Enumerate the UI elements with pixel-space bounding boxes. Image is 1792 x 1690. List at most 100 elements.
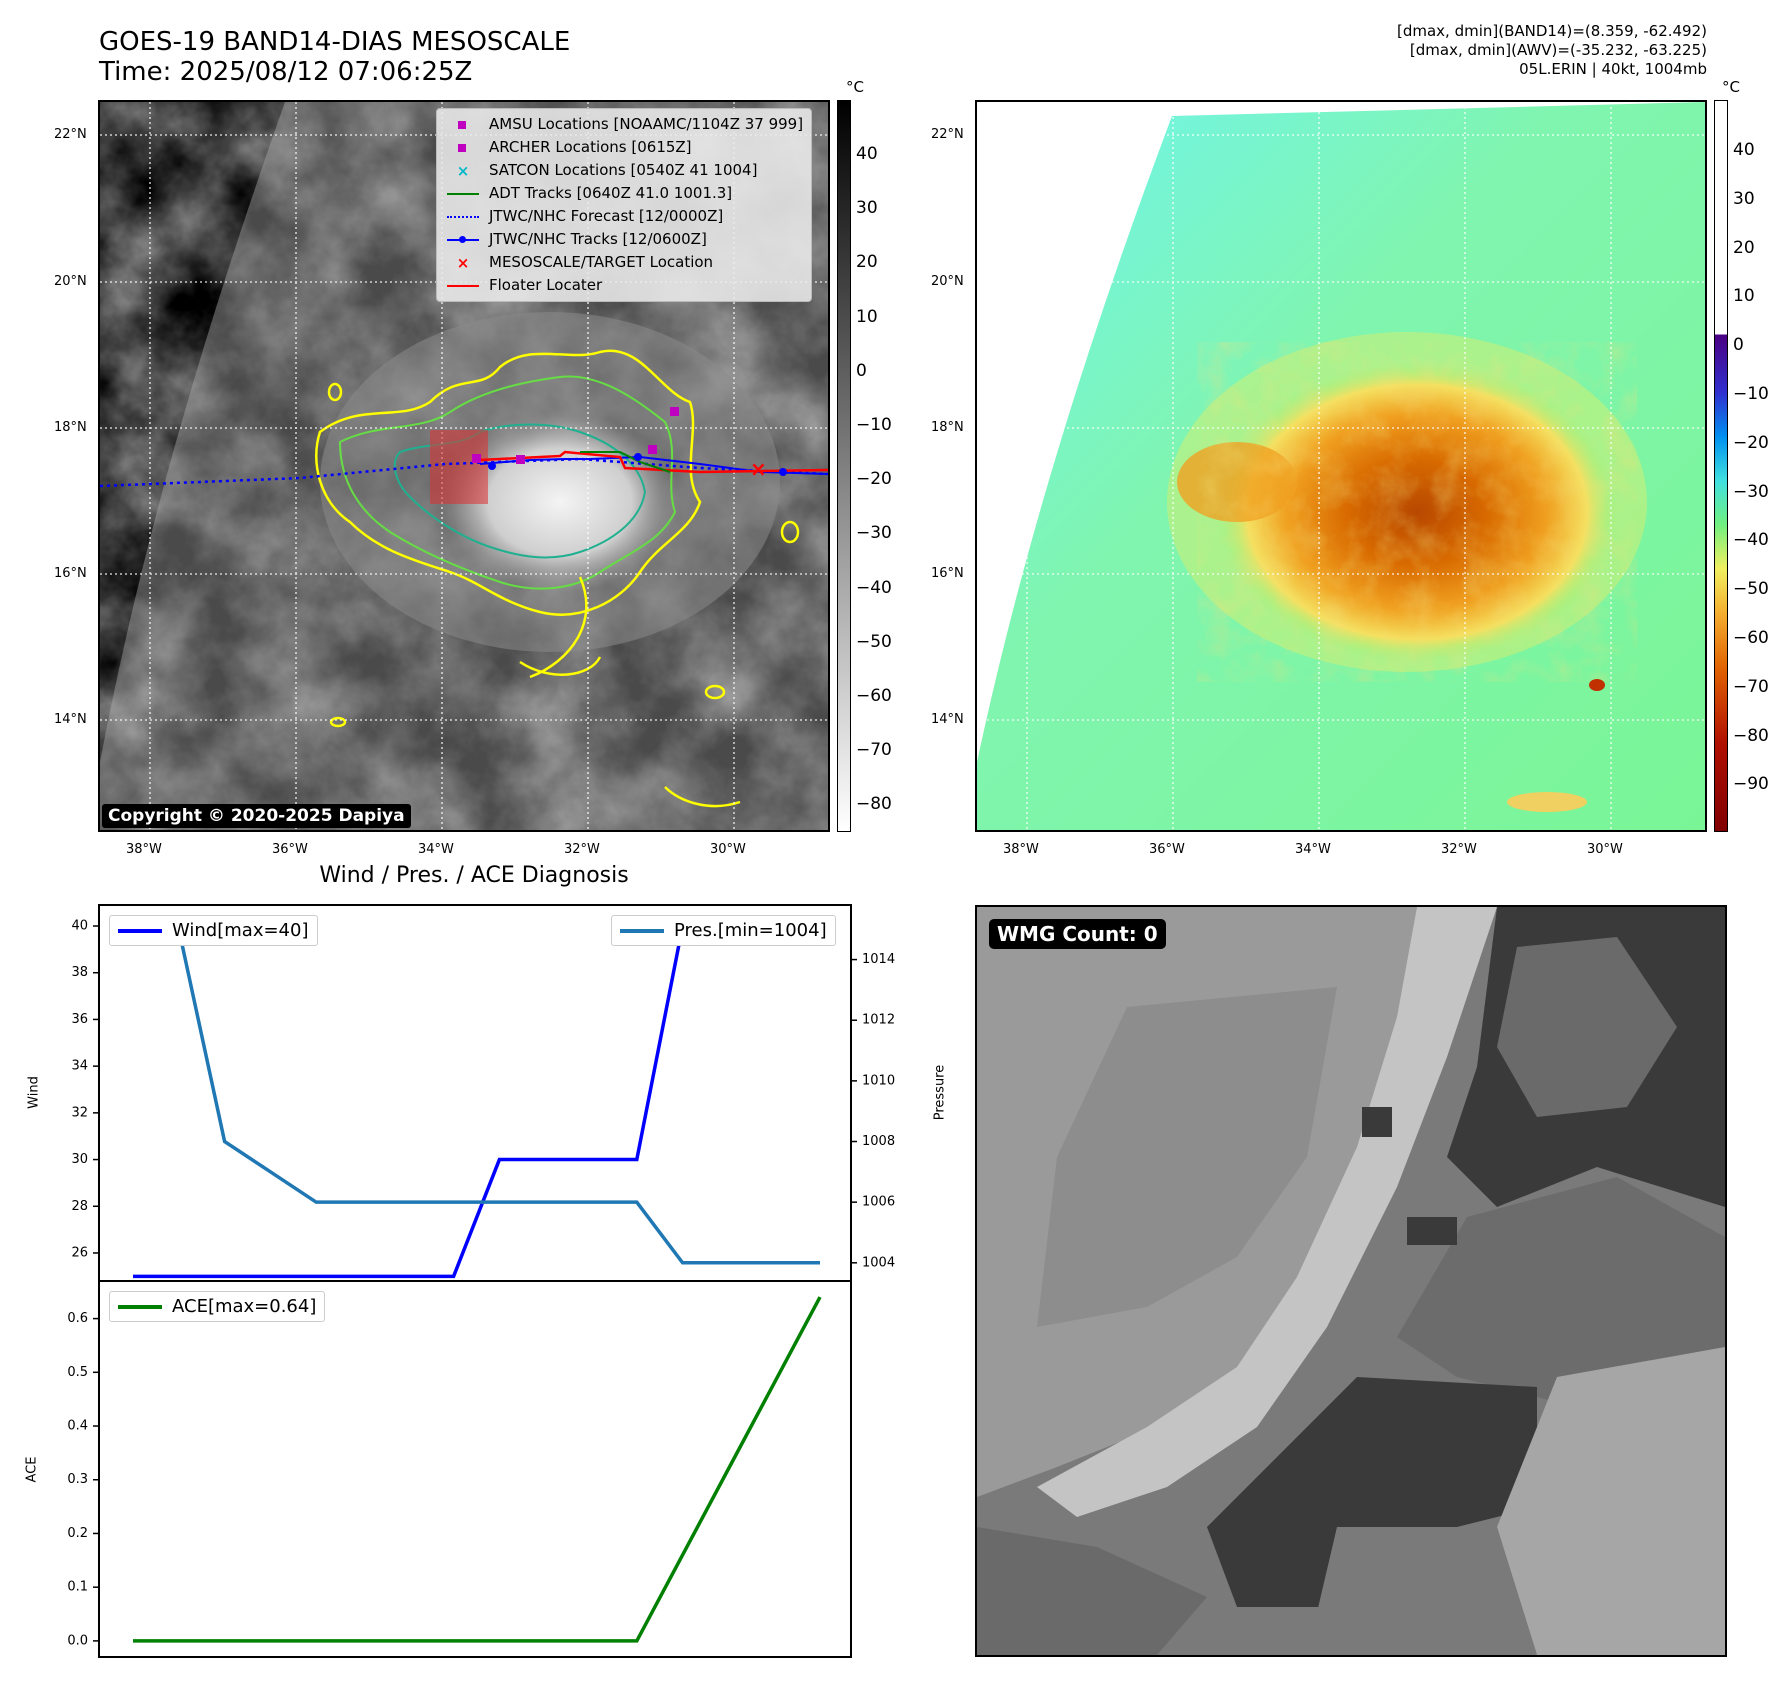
wv-map-image	[977, 102, 1705, 830]
pres-ytick-label: 1014	[862, 952, 895, 967]
pres-ytick-label: 1008	[862, 1134, 895, 1149]
wv-cb-tick: −80	[1733, 725, 1769, 746]
wind-ytick-label: 38	[71, 965, 88, 980]
lat-label: 16°N	[931, 566, 964, 581]
wmg-image	[977, 907, 1725, 1655]
ace-ytick-label: 0.0	[67, 1633, 88, 1648]
legend-adt: ADT Tracks [0640Z 41.0 1001.3]	[445, 182, 803, 205]
ir-cb-tick: 20	[856, 252, 878, 273]
wv-colorbar-unit: °C	[1722, 78, 1740, 96]
ir-cb-tick: 0	[856, 360, 867, 381]
lon-label: 36°W	[272, 842, 308, 857]
pres-ytick-label: 1012	[862, 1013, 895, 1028]
wv-cb-tick: −90	[1733, 774, 1769, 795]
lon-label: 32°W	[1441, 842, 1477, 857]
ir-cb-tick: −80	[856, 794, 892, 815]
wmg-count-badge: WMG Count: 0	[989, 919, 1166, 949]
wv-map-panel	[975, 100, 1707, 832]
info-awv: [dmax, dmin](AWV)=(-35.232, -63.225)	[1409, 41, 1707, 59]
ir-cb-tick: 10	[856, 306, 878, 327]
ir-colorbar-unit: °C	[846, 78, 864, 96]
pres-ylabel: Pressure	[932, 1064, 948, 1121]
lon-label: 30°W	[710, 842, 746, 857]
lon-label: 34°W	[418, 842, 454, 857]
ace-ytick-label: 0.1	[67, 1580, 88, 1595]
ace-axes	[98, 1280, 852, 1658]
ir-cb-tick: −30	[856, 523, 892, 544]
ace-series-line	[133, 1296, 822, 1643]
ir-map-panel: × AMSU Locations [NOAAMC/1104Z 37 999] A…	[98, 100, 830, 832]
copyright-badge: Copyright © 2020-2025 Dapiya	[102, 804, 411, 828]
ir-cb-tick: −70	[856, 740, 892, 761]
wmg-panel: WMG Count: 0	[975, 905, 1727, 1657]
lat-label: 14°N	[931, 712, 964, 727]
wv-cb-tick: 20	[1733, 237, 1755, 258]
wv-cb-tick: 30	[1733, 188, 1755, 209]
ir-cb-tick: −20	[856, 469, 892, 490]
ace-legend: ACE[max=0.64]	[109, 1291, 326, 1322]
wv-cb-tick: −60	[1733, 628, 1769, 648]
lat-label: 22°N	[931, 127, 964, 142]
wv-cb-tick: −30	[1733, 481, 1769, 502]
wind-ylabel: Wind	[26, 1076, 42, 1109]
wind-legend: Wind[max=40]	[109, 915, 318, 946]
wv-cb-tick: 10	[1733, 286, 1755, 307]
wv-cb-tick: 0	[1733, 335, 1744, 356]
legend-forecast: JTWC/NHC Forecast [12/0000Z]	[445, 205, 803, 228]
ace-ytick-label: 0.5	[67, 1365, 88, 1380]
ir-colorbar	[837, 100, 851, 832]
wv-colorbar	[1714, 100, 1728, 832]
ir-legend: AMSU Locations [NOAAMC/1104Z 37 999] ARC…	[436, 108, 813, 302]
lat-label: 18°N	[931, 420, 964, 435]
ir-cb-tick: −50	[856, 631, 892, 652]
diag-title: Wind / Pres. / ACE Diagnosis	[319, 863, 629, 888]
ace-ytick-label: 0.4	[67, 1419, 88, 1434]
ir-cb-tick: 30	[856, 198, 878, 219]
lon-label: 34°W	[1295, 842, 1331, 857]
lon-label: 32°W	[564, 842, 600, 857]
wv-cb-tick: −70	[1733, 676, 1769, 697]
lat-label: 20°N	[54, 274, 87, 289]
lon-label: 38°W	[1003, 842, 1039, 857]
figure-time: Time: 2025/08/12 07:06:25Z	[99, 57, 473, 87]
info-band14: [dmax, dmin](BAND14)=(8.359, -62.492)	[1396, 22, 1707, 40]
ace-ylabel: ACE	[24, 1456, 40, 1483]
wind-ytick-label: 30	[71, 1152, 88, 1167]
legend-floater: Floater Locater	[445, 274, 803, 297]
svg-text:×: ×	[750, 457, 767, 481]
wind-ytick-label: 40	[71, 919, 88, 934]
ace-ytick-label: 0.2	[67, 1526, 88, 1541]
diag-chart: 26 28 30 32 34 36 38 40 1004 1006 1008 1010 1012 1014…	[67, 904, 895, 1658]
wind-ytick-label: 26	[71, 1245, 88, 1260]
wind-ytick-label: 36	[71, 1012, 88, 1027]
info-storm: 05L.ERIN | 40kt, 1004mb	[1519, 60, 1707, 78]
ir-cb-tick: 40	[856, 144, 878, 164]
wind-ytick-label: 32	[71, 1105, 88, 1120]
legend-target: × MESOSCALE/TARGET Location	[456, 253, 714, 272]
figure-title: GOES-19 BAND14-DIAS MESOSCALE	[99, 27, 571, 57]
wind-ytick-label: 28	[71, 1199, 88, 1214]
info-block: [dmax, dmin](BAND14)=(8.359, -62.492) [d…	[1397, 22, 1707, 79]
lat-label: 16°N	[54, 566, 87, 581]
pres-legend: Pres.[min=1004]	[611, 915, 836, 946]
legend-satcon: × SATCON Locations [0540Z 41 1004]	[456, 161, 758, 180]
pres-ytick-label: 1006	[862, 1195, 895, 1210]
pres-ytick-label: 1010	[862, 1073, 895, 1088]
lat-label: 20°N	[931, 274, 964, 289]
legend-tracks: JTWC/NHC Tracks [12/0600Z]	[445, 228, 803, 251]
wind-ytick-label: 34	[71, 1059, 88, 1074]
ace-ytick-label: 0.6	[67, 1311, 88, 1326]
lat-label: 22°N	[54, 127, 87, 142]
pres-series-line	[133, 927, 820, 1265]
ir-cb-tick: −60	[856, 686, 892, 706]
wv-cb-tick: −10	[1733, 384, 1769, 404]
ir-cb-tick: −10	[856, 415, 892, 435]
lon-label: 36°W	[1149, 842, 1185, 857]
lat-label: 18°N	[54, 420, 87, 435]
lon-label: 38°W	[126, 842, 162, 857]
legend-amsu: AMSU Locations [NOAAMC/1104Z 37 999]	[445, 113, 803, 136]
lat-label: 14°N	[54, 712, 87, 727]
ir-cb-tick: −40	[856, 577, 892, 598]
pres-ytick-label: 1004	[862, 1255, 895, 1270]
wv-cb-tick: −50	[1733, 579, 1769, 600]
